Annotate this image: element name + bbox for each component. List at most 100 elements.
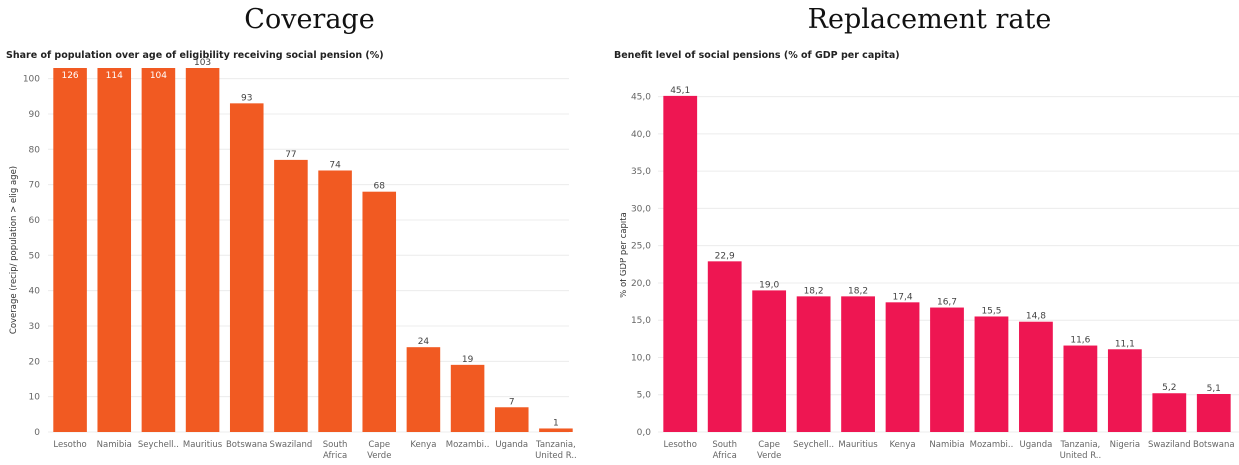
bar [53,68,87,432]
data-label: 5,1 [1207,384,1221,394]
data-label: 15,5 [981,306,1001,316]
x-tick-label: Mauritius [838,440,878,450]
replacement-chart: 0,0 5,0 10,0 15,0 20,0 25,0 30,0 35,0 40,0 45,0 % … [620,86,1239,461]
x-tick-label: Verde [367,451,391,461]
data-label: 19 [462,355,474,365]
x-tick-label: Seychell.. [138,440,179,450]
bar [796,296,831,432]
bar [539,428,573,432]
y-tick-label: 30 [29,322,41,332]
bar [318,170,352,432]
bar [450,364,485,432]
data-label: 18,2 [804,286,824,296]
replacement-chart-title: Benefit level of social pensions (% of G… [614,50,900,61]
coverage-panel: Coverage Share of population over age of… [0,0,619,465]
y-tick-label: 10,0 [631,353,651,363]
data-label: 93 [241,93,252,103]
x-tick-label: Swaziland [1148,440,1191,450]
y-tick-label: 20 [29,357,41,367]
data-label: 19,0 [759,280,779,290]
y-axis-label: % of GDP per capita [620,212,629,298]
data-label: 17,4 [893,292,913,302]
x-tick-label: United R.. [1060,451,1102,461]
y-tick-label: 15,0 [631,316,651,326]
bar [1196,393,1231,432]
x-tick-label: Kenya [410,440,436,450]
bar [274,159,308,433]
y-tick-label: 45,0 [631,93,651,103]
data-label: 7 [509,397,515,407]
data-label: 11,6 [1070,336,1090,346]
bar [1063,345,1098,432]
y-tick-label: 50 [29,251,41,261]
bar [362,191,397,432]
x-tick-label: Africa [713,451,737,461]
y-tick-label: 30,0 [631,204,651,214]
x-tick-label: Kenya [890,440,916,450]
y-tick-label: 35,0 [631,167,651,177]
data-label: 5,2 [1162,383,1176,393]
x-tick-label: Namibia [97,440,132,450]
x-tick-label: Tanzania, [1060,440,1101,450]
x-tick-label: United R.. [535,451,577,461]
y-tick-label: 20,0 [631,279,651,289]
y-tick-label: 25,0 [631,242,651,252]
y-tick-label: 5,0 [637,391,652,401]
y-tick-label: 0,0 [637,428,652,438]
x-tick-label: Mauritius [183,440,223,450]
x-tick-label: Nigeria [1110,440,1140,450]
y-tick-label: 40 [29,287,41,297]
bar [974,316,1009,432]
y-tick-label: 100 [23,75,40,85]
bar [229,103,264,432]
y-tick-label: 90 [29,110,41,120]
y-tick-label: 60 [29,216,41,226]
bar [885,302,920,432]
x-tick-label: Namibia [929,440,964,450]
bar [1019,321,1053,432]
bar [841,296,875,432]
data-label: 104 [150,71,167,81]
coverage-chart: 0 10 20 30 40 50 60 70 80 90 100 Coverage (recip/ p… [9,58,577,461]
y-tick-label: 40,0 [631,130,651,140]
bar [97,68,132,432]
x-tick-label: Swaziland [270,440,313,450]
bar [707,261,742,432]
x-tick-label: Botswana [226,440,268,450]
data-label: 18,2 [848,286,868,296]
bar [1107,349,1142,432]
bar [185,68,220,432]
data-label: 103 [194,58,211,68]
x-tick-label: Botswana [1193,440,1235,450]
replacement-heading: Replacement rate [807,4,1052,35]
x-tick-label: Seychell.. [793,440,834,450]
bar [406,347,441,432]
data-label: 14,8 [1026,312,1046,322]
bar [141,68,176,432]
data-label: 24 [418,337,430,347]
bar [930,307,964,432]
data-label: 77 [285,150,296,160]
y-axis-label: Coverage (recip/ population > elig age) [9,166,19,334]
x-tick-label: Uganda [495,440,528,450]
data-label: 68 [374,182,386,192]
data-label: 126 [61,71,78,81]
data-label: 16,7 [937,298,957,308]
data-label: 11,1 [1115,339,1135,349]
bar [494,407,529,432]
coverage-heading: Coverage [244,4,375,35]
y-tick-label: 80 [29,145,41,155]
coverage-chart-title: Share of population over age of eligibil… [6,50,384,61]
x-tick-label: Verde [757,451,781,461]
x-tick-label: Tanzania, [535,440,576,450]
bar [1152,393,1187,432]
replacement-panel: Replacement rate Benefit level of social… [614,0,1239,465]
x-tick-label: Cape [758,440,780,450]
x-tick-label: Cape [368,440,390,450]
bar [752,290,787,432]
y-tick-label: 70 [29,181,41,191]
x-tick-label: Mozambi.. [446,440,490,450]
data-label: 22,9 [715,251,735,261]
y-tick-label: 10 [29,393,41,403]
x-tick-label: South [712,440,737,450]
